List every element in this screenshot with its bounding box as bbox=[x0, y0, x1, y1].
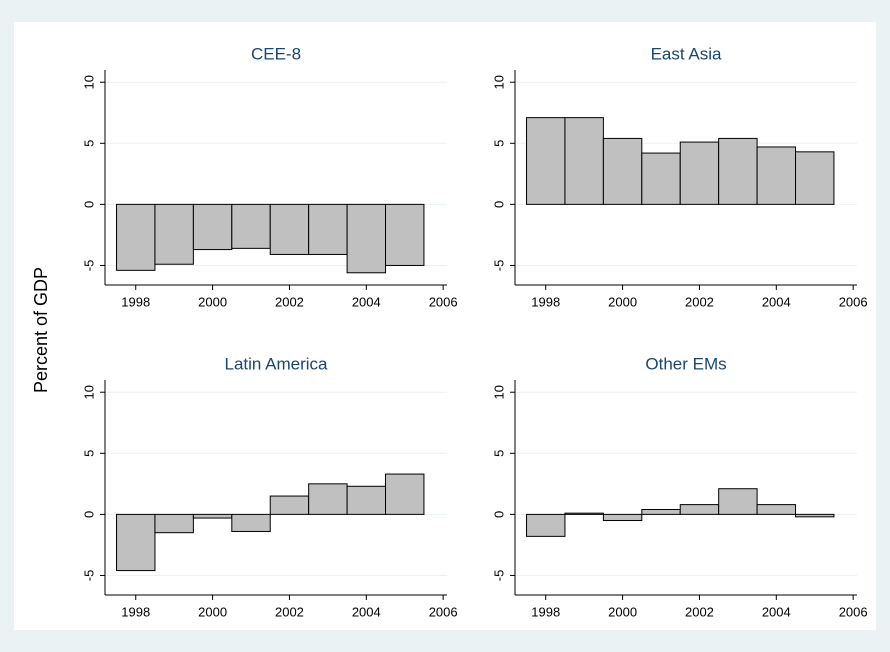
x-tick-label: 2006 bbox=[839, 294, 868, 309]
bar bbox=[269, 203, 310, 255]
x-tick-label: 1998 bbox=[121, 604, 150, 619]
panel-title: East Asia bbox=[651, 44, 722, 63]
x-tick-label: 2004 bbox=[352, 604, 381, 619]
bar bbox=[154, 513, 194, 534]
bar bbox=[795, 151, 835, 205]
bar bbox=[756, 504, 797, 515]
x-tick-label: 2002 bbox=[275, 294, 304, 309]
x-tick-label: 1998 bbox=[121, 294, 150, 309]
bar bbox=[602, 137, 643, 205]
x-tick-label: 2002 bbox=[685, 604, 714, 619]
x-tick-label: 2006 bbox=[429, 604, 458, 619]
y-tick-label: 10 bbox=[81, 385, 96, 399]
x-tick-label: 2004 bbox=[762, 604, 791, 619]
bar bbox=[718, 137, 758, 205]
y-tick-label: 10 bbox=[491, 385, 506, 399]
y-tick-label: 0 bbox=[491, 511, 506, 518]
x-tick-label: 2004 bbox=[762, 294, 791, 309]
y-tick-label: 10 bbox=[491, 75, 506, 89]
x-tick-label: 1998 bbox=[531, 294, 560, 309]
bar bbox=[641, 508, 681, 515]
bar bbox=[756, 146, 797, 205]
bar bbox=[679, 504, 720, 515]
bar bbox=[602, 513, 643, 521]
x-tick-label: 2000 bbox=[608, 604, 637, 619]
bar bbox=[116, 513, 156, 572]
bar bbox=[526, 513, 566, 537]
panel-title: Latin America bbox=[225, 354, 329, 373]
x-tick-label: 2000 bbox=[608, 294, 637, 309]
bar bbox=[385, 473, 425, 515]
y-tick-label: 5 bbox=[81, 140, 96, 147]
x-tick-label: 2006 bbox=[839, 604, 868, 619]
panel-title: CEE-8 bbox=[251, 44, 301, 63]
bar bbox=[116, 203, 156, 271]
bar bbox=[192, 513, 233, 519]
x-tick-label: 2002 bbox=[685, 294, 714, 309]
bar bbox=[346, 485, 387, 515]
bar bbox=[385, 203, 425, 266]
bar bbox=[718, 488, 758, 515]
y-tick-label: 0 bbox=[491, 201, 506, 208]
y-tick-label: -5 bbox=[491, 260, 506, 272]
x-tick-label: 2000 bbox=[198, 294, 227, 309]
x-tick-label: 2006 bbox=[429, 294, 458, 309]
bar bbox=[795, 513, 835, 518]
y-tick-label: 5 bbox=[81, 450, 96, 457]
y-tick-label: 10 bbox=[81, 75, 96, 89]
x-tick-label: 2004 bbox=[352, 294, 381, 309]
bar bbox=[564, 512, 604, 515]
bar bbox=[346, 203, 387, 274]
y-tick-label: -5 bbox=[81, 260, 96, 272]
bar bbox=[564, 117, 604, 205]
y-tick-label: -5 bbox=[491, 570, 506, 582]
x-tick-label: 1998 bbox=[531, 604, 560, 619]
x-tick-label: 2000 bbox=[198, 604, 227, 619]
y-tick-label: 0 bbox=[81, 511, 96, 518]
panel-title: Other EMs bbox=[645, 354, 726, 373]
bar bbox=[679, 141, 720, 205]
bar bbox=[192, 203, 233, 251]
bar bbox=[154, 203, 194, 265]
bar bbox=[231, 513, 271, 532]
y-tick-label: -5 bbox=[81, 570, 96, 582]
bar bbox=[526, 117, 566, 205]
bar bbox=[641, 152, 681, 205]
bar bbox=[308, 203, 348, 255]
y-axis-label: Percent of GDP bbox=[31, 267, 51, 393]
y-tick-label: 0 bbox=[81, 201, 96, 208]
x-tick-label: 2002 bbox=[275, 604, 304, 619]
bar bbox=[308, 483, 348, 515]
y-tick-label: 5 bbox=[491, 450, 506, 457]
y-tick-label: 5 bbox=[491, 140, 506, 147]
bar bbox=[269, 495, 310, 515]
bar bbox=[231, 203, 271, 249]
